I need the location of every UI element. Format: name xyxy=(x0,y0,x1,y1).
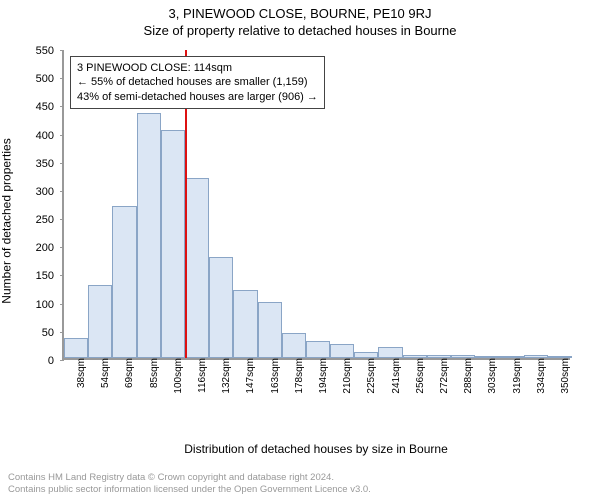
y-tick-label: 50 xyxy=(42,327,54,339)
histogram-bar xyxy=(258,302,282,358)
x-tick-label: 178sqm xyxy=(294,358,305,394)
x-tick-label: 147sqm xyxy=(245,358,256,394)
histogram-bar xyxy=(306,341,330,358)
y-tick-label: 350 xyxy=(36,158,54,170)
annotation-line3: 43% of semi-detached houses are larger (… xyxy=(77,90,318,104)
histogram-bar xyxy=(330,344,354,358)
y-tick: 350 xyxy=(60,163,64,164)
y-tick-label: 0 xyxy=(48,355,54,367)
x-tick-label: 163sqm xyxy=(270,358,281,394)
histogram-bar xyxy=(88,285,112,358)
x-tick-label: 116sqm xyxy=(197,358,208,393)
y-tick-label: 100 xyxy=(36,299,54,311)
y-tick-label: 550 xyxy=(36,45,54,57)
y-tick-label: 300 xyxy=(36,186,54,198)
y-tick: 550 xyxy=(60,50,64,51)
x-tick-label: 288sqm xyxy=(463,358,474,394)
x-tick-label: 272sqm xyxy=(439,358,450,394)
chart-title-block: 3, PINEWOOD CLOSE, BOURNE, PE10 9RJ Size… xyxy=(0,0,600,38)
plot-region: 3 PINEWOOD CLOSE: 114sqm ← 55% of detach… xyxy=(62,50,570,360)
histogram-bar xyxy=(378,347,402,358)
y-tick-label: 400 xyxy=(36,130,54,142)
y-tick: 0 xyxy=(60,360,64,361)
x-axis-label: Distribution of detached houses by size … xyxy=(62,442,570,456)
y-tick: 200 xyxy=(60,247,64,248)
annotation-line1: 3 PINEWOOD CLOSE: 114sqm xyxy=(77,61,318,75)
y-tick: 150 xyxy=(60,275,64,276)
x-tick-label: 132sqm xyxy=(221,358,232,394)
x-tick-label: 303sqm xyxy=(487,358,498,394)
histogram-bar xyxy=(282,333,306,358)
x-tick-label: 194sqm xyxy=(318,358,329,394)
footer-line2: Contains public sector information licen… xyxy=(8,484,592,496)
x-tick-label: 350sqm xyxy=(560,358,571,394)
y-axis-label: Number of detached properties xyxy=(0,46,14,396)
x-tick-label: 210sqm xyxy=(342,358,353,394)
histogram-bar xyxy=(161,130,185,358)
annotation-line2: ← 55% of detached houses are smaller (1,… xyxy=(77,75,318,89)
x-tick-label: 256sqm xyxy=(415,358,426,394)
y-tick: 50 xyxy=(60,332,64,333)
x-tick-label: 38sqm xyxy=(76,358,87,388)
histogram-bar xyxy=(185,178,209,358)
x-tick-label: 100sqm xyxy=(173,358,184,394)
y-tick: 300 xyxy=(60,191,64,192)
y-tick-label: 150 xyxy=(36,270,54,282)
y-tick-label: 250 xyxy=(36,214,54,226)
footer-line1: Contains HM Land Registry data © Crown c… xyxy=(8,472,592,484)
histogram-bar xyxy=(112,206,136,358)
x-tick-label: 319sqm xyxy=(512,358,523,394)
chart-title-line1: 3, PINEWOOD CLOSE, BOURNE, PE10 9RJ xyxy=(0,6,600,21)
footer-attribution: Contains HM Land Registry data © Crown c… xyxy=(8,472,592,496)
x-tick-label: 334sqm xyxy=(536,358,547,394)
y-tick-label: 200 xyxy=(36,242,54,254)
y-tick: 250 xyxy=(60,219,64,220)
y-tick: 450 xyxy=(60,106,64,107)
x-tick-label: 241sqm xyxy=(391,358,402,394)
histogram-bar xyxy=(64,338,88,358)
y-tick-label: 500 xyxy=(36,73,54,85)
x-tick-label: 225sqm xyxy=(366,358,377,394)
chart-area: Number of detached properties 3 PINEWOOD… xyxy=(44,46,580,396)
y-tick: 100 xyxy=(60,304,64,305)
histogram-bar xyxy=(233,290,257,358)
x-tick-label: 85sqm xyxy=(149,358,160,388)
reference-annotation-box: 3 PINEWOOD CLOSE: 114sqm ← 55% of detach… xyxy=(70,56,325,109)
histogram-bar xyxy=(137,113,161,358)
y-tick: 500 xyxy=(60,78,64,79)
y-tick-label: 450 xyxy=(36,101,54,113)
histogram-bar xyxy=(209,257,233,358)
chart-title-line2: Size of property relative to detached ho… xyxy=(0,23,600,38)
y-tick: 400 xyxy=(60,135,64,136)
x-tick-label: 69sqm xyxy=(124,358,135,388)
x-tick-label: 54sqm xyxy=(100,358,111,388)
